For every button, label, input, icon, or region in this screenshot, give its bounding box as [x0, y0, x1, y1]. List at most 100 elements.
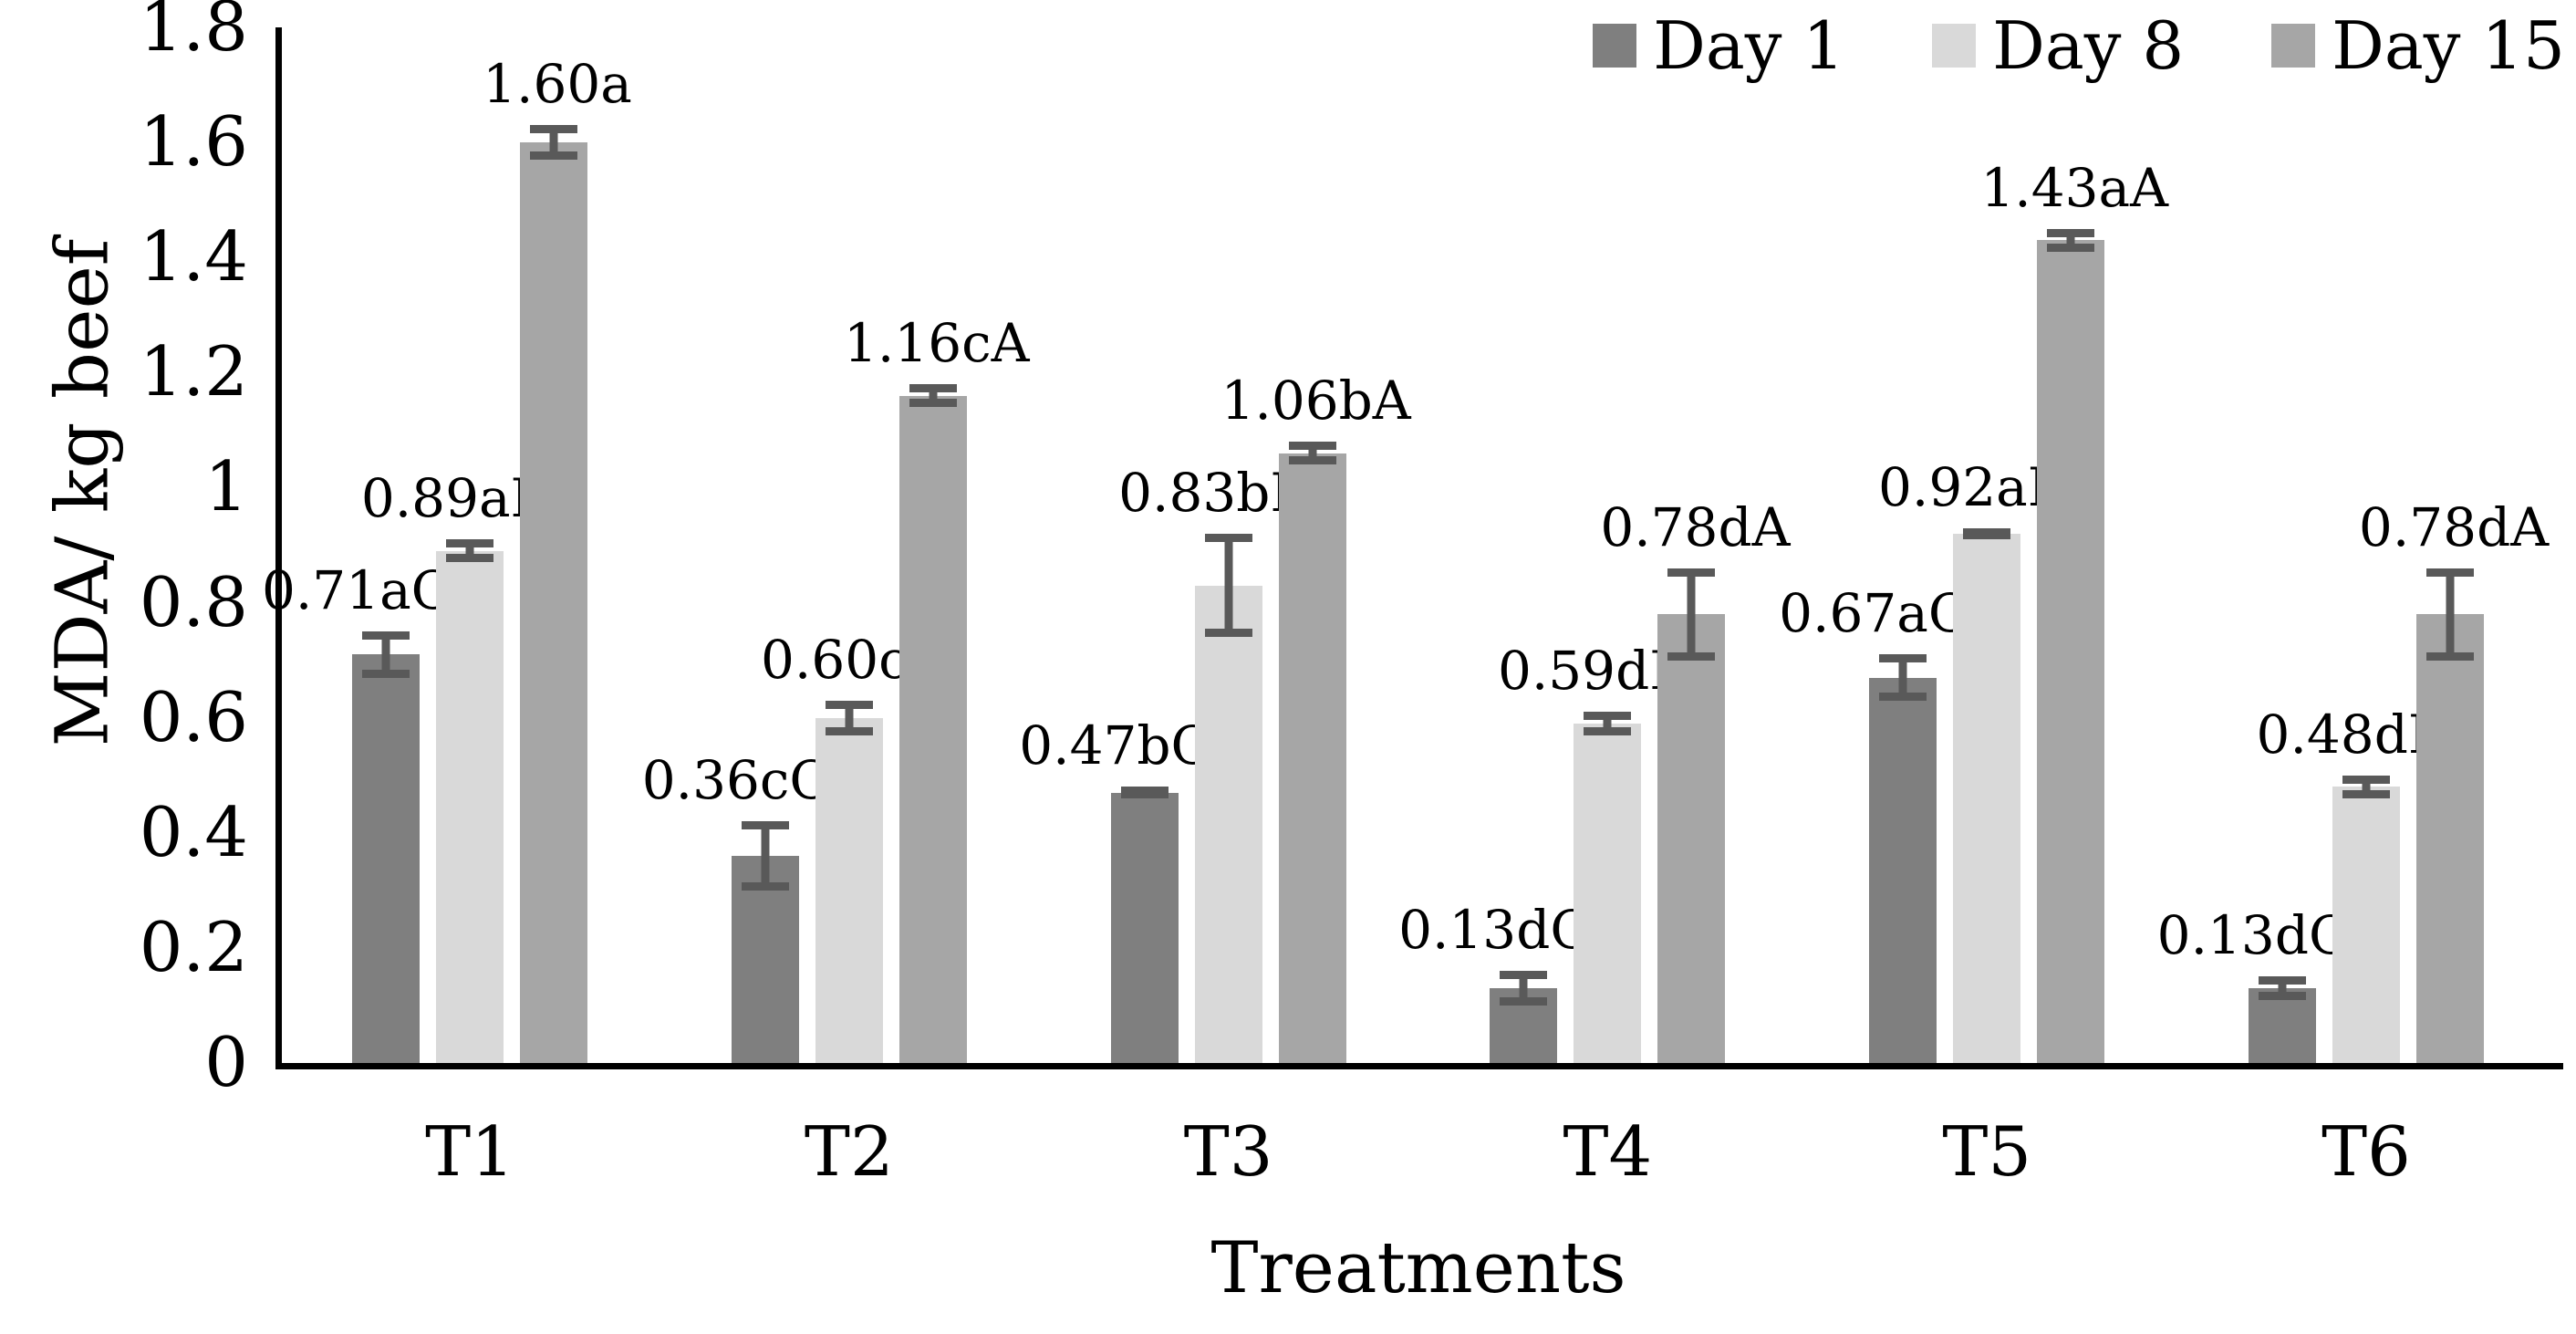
- error-bar: [530, 125, 577, 161]
- bar-data-label: 0.71aC: [261, 559, 452, 622]
- legend-swatch-icon: [1593, 24, 1637, 68]
- bar-day15-t2: [898, 395, 967, 1063]
- error-bar-line: [549, 125, 558, 161]
- error-bar-cap-bottom: [909, 399, 957, 408]
- bar-data-label: 0.47bC: [1019, 714, 1211, 777]
- legend-swatch-icon: [2271, 24, 2316, 68]
- bar-day8-t1: [436, 550, 504, 1063]
- y-tick-label: 1.4: [139, 216, 248, 297]
- legend-label: Day 1: [1653, 7, 1845, 84]
- y-tick-label: 1.2: [139, 331, 248, 412]
- x-tick-label: T4: [1563, 1111, 1653, 1192]
- bar-data-label: 1.06bA: [1220, 370, 1411, 432]
- error-bar-cap-bottom: [741, 881, 789, 891]
- y-tick-label: 0.8: [139, 561, 248, 642]
- error-bar-cap-bottom: [1963, 531, 2011, 540]
- bar-data-label: 1.60a: [483, 53, 632, 116]
- error-bar: [2047, 228, 2095, 252]
- bar-day15-t5: [2037, 240, 2105, 1063]
- error-bar-line: [1224, 533, 1233, 638]
- error-bar-cap-bottom: [2426, 651, 2474, 661]
- error-bar-cap-top: [741, 821, 789, 830]
- bar-data-label: 0.83bB: [1118, 461, 1310, 524]
- bar-day8-t2: [815, 717, 883, 1063]
- error-bar-cap-bottom: [2342, 789, 2390, 798]
- y-tick-label: 1: [204, 446, 248, 527]
- bar-data-label: 0.92aB: [1878, 455, 2067, 518]
- legend-item-day-8: Day 8: [1932, 13, 2184, 78]
- bar-data-label: 0.78dA: [1600, 495, 1791, 558]
- error-bar-line: [1898, 654, 1907, 701]
- error-bar: [1288, 442, 1336, 465]
- legend-swatch-icon: [1932, 24, 1977, 68]
- bar-day8-t4: [1574, 723, 1642, 1063]
- legend: Day 1 Day 8 Day 15: [1593, 13, 2565, 78]
- error-bar-cap-bottom: [362, 669, 410, 678]
- error-bar-cap-top: [1584, 712, 1632, 721]
- error-bar-line: [761, 821, 770, 891]
- x-tick-label: T5: [1942, 1111, 2032, 1192]
- error-bar-line: [2278, 976, 2287, 1000]
- error-bar: [1963, 527, 2011, 540]
- y-tick-label: 0: [204, 1022, 248, 1102]
- bar-data-label: 0.59dB: [1497, 640, 1688, 703]
- error-bar-cap-bottom: [530, 151, 577, 161]
- error-bar-line: [1308, 442, 1317, 465]
- y-tick-label: 1.6: [139, 101, 248, 182]
- bar-data-label: 0.60c: [760, 628, 909, 691]
- error-bar: [2259, 976, 2306, 1000]
- bar-day15-t3: [1278, 453, 1346, 1063]
- bar-data-label: 0.13dC: [2156, 904, 2350, 967]
- bar-day15-t6: [2416, 614, 2484, 1063]
- bar-data-label: 0.36cC: [641, 749, 830, 812]
- error-bar-line: [2362, 775, 2371, 798]
- y-tick-label: 0.6: [139, 676, 248, 757]
- bar-data-label: 0.89aB: [360, 467, 550, 530]
- error-bar-cap-bottom: [2259, 991, 2306, 1000]
- error-bar: [362, 631, 410, 678]
- error-bar-cap-bottom: [1879, 692, 1927, 701]
- bar-data-label: 1.43aA: [1980, 156, 2168, 219]
- y-tick-label: 1.8: [139, 0, 248, 67]
- error-bar-cap-bottom: [825, 726, 873, 735]
- error-bar-cap-top: [2259, 976, 2306, 985]
- error-bar: [909, 383, 957, 408]
- bar-data-label: 0.48dB: [2256, 703, 2447, 766]
- error-bar-cap-top: [530, 125, 577, 134]
- bar-data-label: 0.67aC: [1779, 582, 1969, 645]
- error-bar-cap-bottom: [446, 554, 493, 563]
- error-bar: [1879, 654, 1927, 701]
- error-bar-cap-bottom: [1667, 651, 1716, 661]
- error-bar: [2342, 775, 2390, 798]
- error-bar-line: [2446, 568, 2455, 661]
- legend-label: Day 8: [1992, 7, 2185, 84]
- error-bar-cap-bottom: [1288, 456, 1336, 465]
- error-bar-line: [1519, 971, 1528, 1006]
- error-bar: [1500, 971, 1548, 1006]
- bar-data-label: 1.16cA: [844, 311, 1030, 374]
- error-bar-cap-top: [1500, 971, 1548, 980]
- error-bar: [1584, 712, 1632, 735]
- bar-day1-t1: [352, 654, 420, 1063]
- bar-day15-t4: [1657, 614, 1726, 1063]
- error-bar-cap-bottom: [1500, 996, 1548, 1006]
- y-tick-label: 0.4: [139, 791, 248, 872]
- error-bar-cap-top: [362, 631, 410, 641]
- bar-day1-t5: [1869, 677, 1937, 1063]
- error-bar-cap-bottom: [1120, 789, 1169, 798]
- bar-day1-t6: [2249, 988, 2316, 1063]
- legend-item-day-15: Day 15: [2271, 13, 2565, 78]
- error-bar-line: [465, 539, 474, 563]
- error-bar-cap-bottom: [1584, 726, 1632, 735]
- bar-data-label: 0.78dA: [2358, 495, 2550, 558]
- legend-item-day-1: Day 1: [1593, 13, 1844, 78]
- bar-day15-t1: [520, 142, 587, 1063]
- bar-day8-t5: [1953, 533, 2021, 1063]
- error-bar: [2426, 568, 2474, 661]
- x-axis-title: Treatments: [1210, 1227, 1626, 1309]
- error-bar: [1120, 787, 1169, 798]
- error-bar-cap-top: [825, 700, 873, 709]
- x-tick-label: T3: [1183, 1111, 1273, 1192]
